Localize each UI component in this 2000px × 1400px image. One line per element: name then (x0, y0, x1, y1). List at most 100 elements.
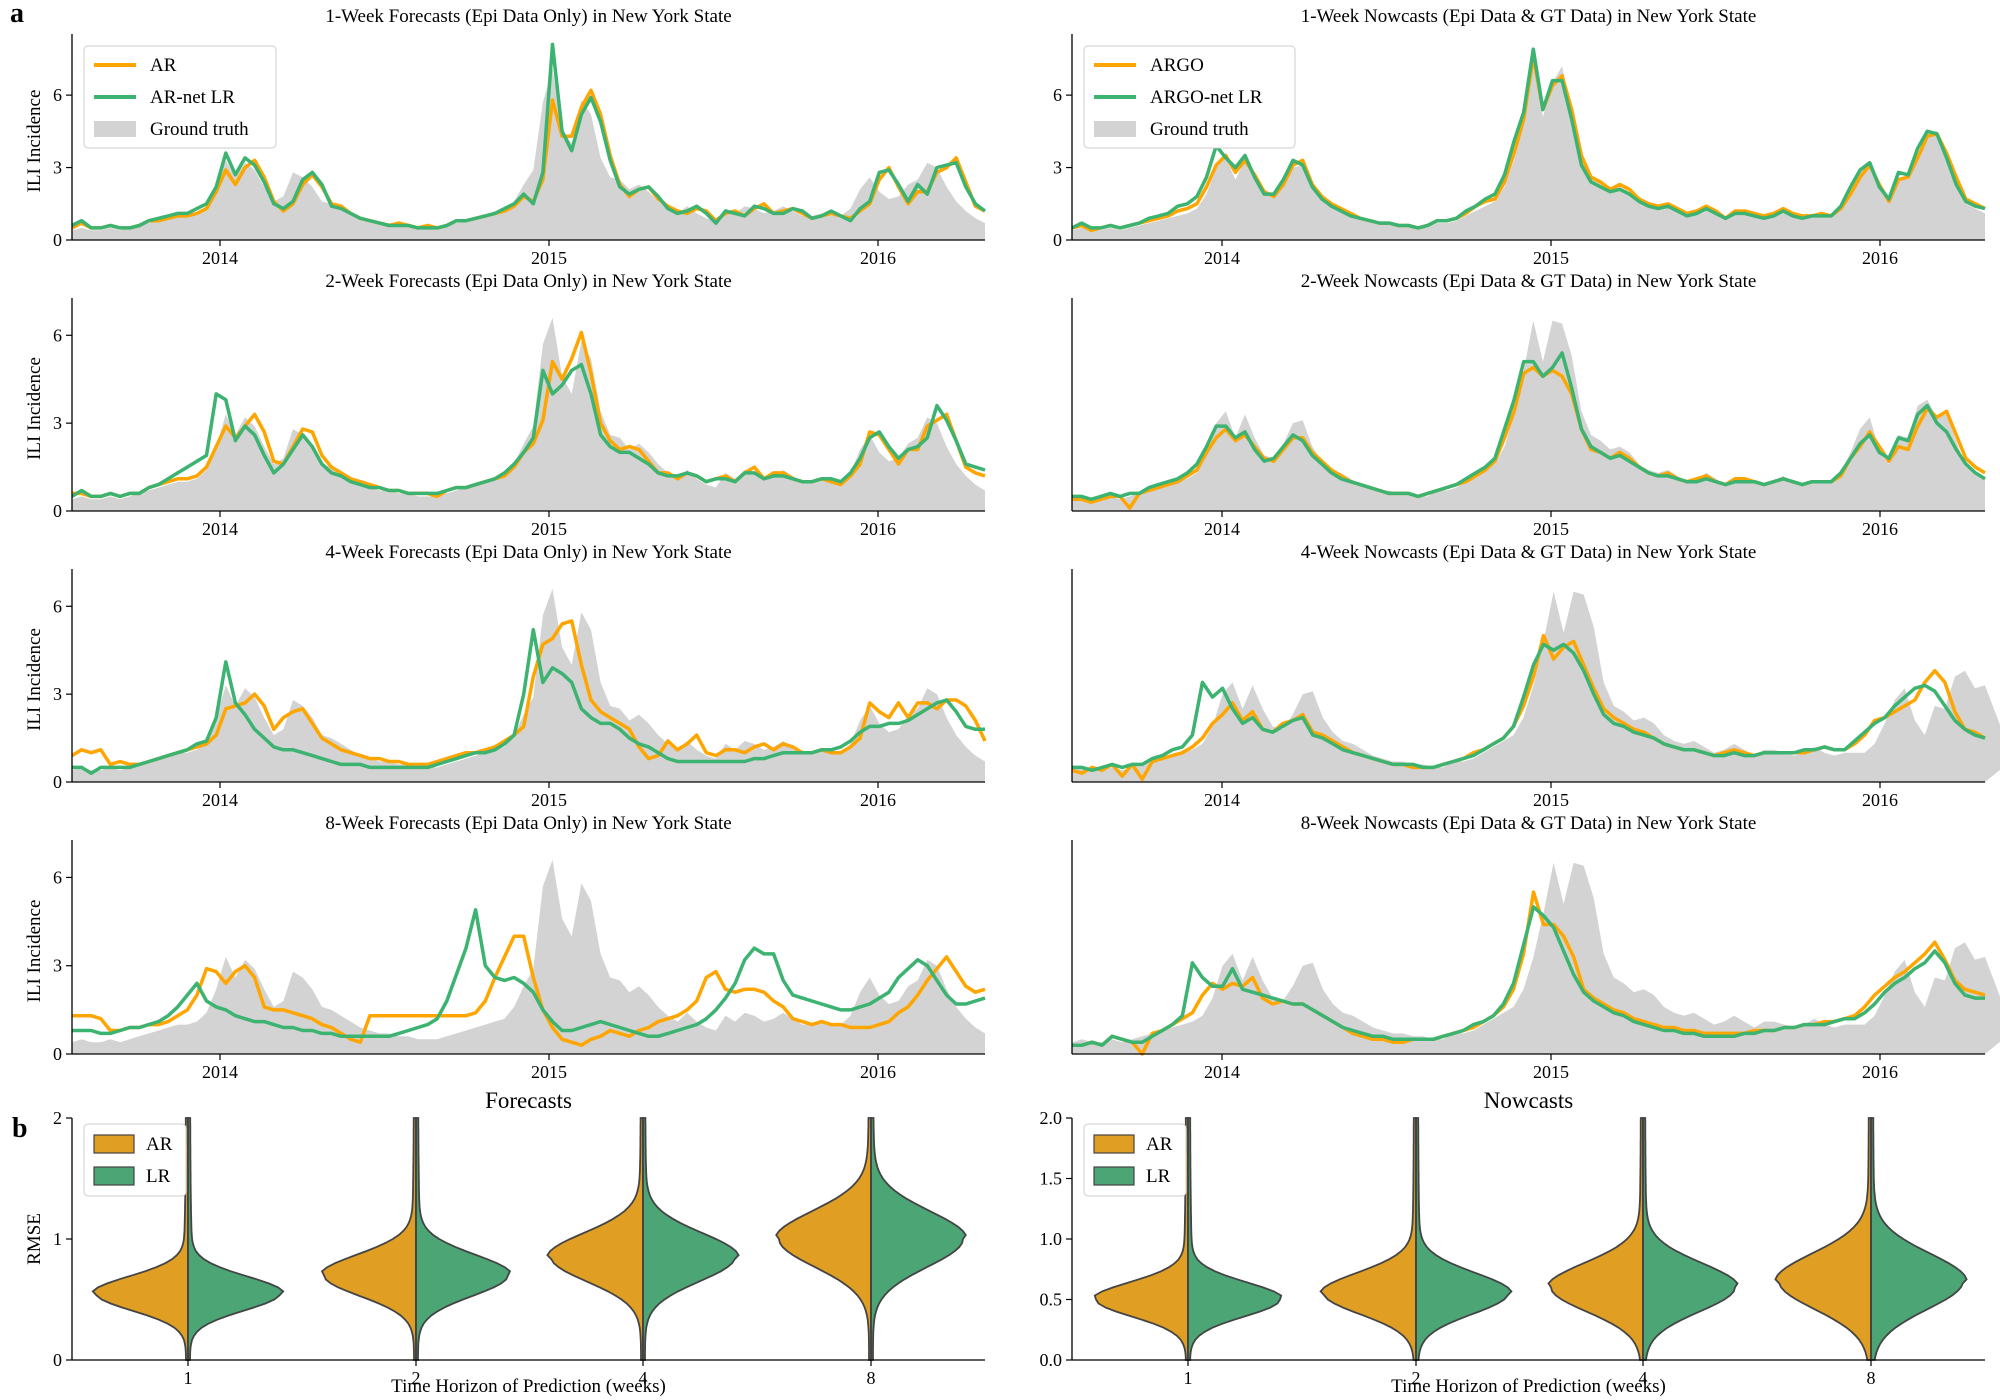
ground-truth-area (72, 68, 985, 240)
x-tick-label: 4 (639, 1368, 648, 1388)
legend-swatch (93, 1166, 135, 1186)
y-tick-label: 3 (53, 956, 62, 976)
x-tick-label: 2015 (531, 790, 567, 810)
panel-title: 2-Week Nowcasts (Epi Data & GT Data) in … (1301, 271, 1757, 292)
y-tick-label: 6 (1053, 85, 1062, 105)
y-tick-label: 2 (53, 1108, 62, 1128)
violin-half-lr (870, 1117, 967, 1361)
violin-half-lr (1642, 1117, 1739, 1361)
x-tick-label: 2015 (531, 248, 567, 268)
x-tick-label: 2016 (860, 519, 896, 539)
legend-entry: ARGO-net LR (1150, 87, 1263, 108)
x-tick-label: 2014 (1204, 248, 1240, 268)
y-tick-label: 2.0 (1040, 1108, 1063, 1128)
section-label: Nowcasts (1484, 1088, 1573, 1113)
legend-entry: AR-net LR (150, 87, 235, 108)
y-tick-label: 1.0 (1040, 1229, 1063, 1249)
series-line-orange (71, 619, 987, 767)
panel-3-forecast: 4-Week Forecasts (Epi Data Only) in New … (24, 542, 987, 810)
series-line-green (72, 908, 986, 1039)
y-tick-label: 0 (53, 1044, 62, 1064)
y-axis-label: ILI Incidence (24, 900, 45, 1003)
x-tick-label: 2 (1412, 1368, 1421, 1388)
series-line-green (72, 627, 985, 775)
x-tick-label: 2014 (202, 248, 238, 268)
panel-4-nowcast: 8-Week Nowcasts (Epi Data & GT Data) in … (1071, 813, 2000, 1113)
panel-2-forecast: 2-Week Forecasts (Epi Data Only) in New … (24, 271, 986, 539)
x-tick-label: 2015 (1533, 1062, 1569, 1082)
x-tick-label: 2015 (1533, 248, 1569, 268)
panel-title: 1-Week Nowcasts (Epi Data & GT Data) in … (1301, 6, 1757, 27)
series-line-green (71, 362, 986, 499)
legend-swatch (93, 1134, 135, 1154)
series-line-orange (72, 934, 986, 1047)
panel-1-forecast: 1-Week Forecasts (Epi Data Only) in New … (24, 6, 987, 268)
legend-entry: AR (1146, 1134, 1173, 1155)
y-axis-label: ILI Incidence (24, 357, 45, 460)
x-tick-label: 2014 (1204, 790, 1240, 810)
y-tick-label: 0.0 (1040, 1350, 1063, 1370)
violin-half-ar (1319, 1117, 1417, 1361)
x-axis-label: Time Horizon of Prediction (weeks) (391, 1376, 666, 1397)
x-tick-label: 1 (1184, 1368, 1193, 1388)
panel-4-forecast: 8-Week Forecasts (Epi Data Only) in New … (24, 813, 986, 1113)
violin-half-ar (1774, 1117, 1872, 1361)
x-tick-label: 2014 (202, 1062, 238, 1082)
ground-truth-area (1072, 591, 2000, 782)
x-tick-label: 2 (412, 1368, 421, 1388)
y-tick-label: 0.5 (1040, 1290, 1063, 1310)
legend-entry: Ground truth (150, 119, 249, 140)
x-tick-label: 2014 (1204, 1062, 1240, 1082)
y-tick-label: 3 (53, 413, 62, 433)
panel-title: 8-Week Forecasts (Epi Data Only) in New … (325, 813, 731, 834)
ground-truth-area (72, 317, 985, 511)
y-tick-label: 3 (53, 158, 62, 178)
y-tick-label: 1.5 (1040, 1169, 1063, 1189)
violin-half-ar (1547, 1117, 1644, 1361)
ground-truth-area (72, 588, 985, 782)
violin-panel-nowcast: 1 2 4 8 0.0 0.5 1.0 1.5 2.0 Time Horizon of Predi… (1040, 1108, 1985, 1397)
y-tick-label: 3 (53, 684, 62, 704)
panel-label-a: a (10, 0, 24, 29)
violin-half-lr (1870, 1117, 1968, 1361)
legend-entry: AR (146, 1134, 173, 1155)
x-tick-label: 2016 (1862, 519, 1898, 539)
series-line-green (1072, 351, 1986, 502)
section-label: Forecasts (485, 1088, 572, 1113)
legend-swatch (1094, 121, 1136, 137)
x-tick-label: 2015 (531, 519, 567, 539)
legend-swatch (94, 121, 136, 137)
violin-half-ar (775, 1117, 872, 1361)
x-tick-label: 2016 (860, 790, 896, 810)
panel-title: 1-Week Forecasts (Epi Data Only) in New … (325, 6, 731, 27)
violin-half-ar (546, 1117, 644, 1361)
y-tick-label: 1 (53, 1229, 62, 1249)
y-axis-label: ILI Incidence (24, 90, 45, 193)
legend-swatch (1093, 1166, 1135, 1186)
x-tick-label: 2016 (860, 1062, 896, 1082)
panel-2-nowcast: 2-Week Nowcasts (Epi Data & GT Data) in … (1071, 271, 1986, 539)
legend-box (1083, 45, 1296, 149)
violin-half-ar (320, 1117, 417, 1361)
x-axis-label: Time Horizon of Prediction (weeks) (1391, 1376, 1666, 1397)
panel-3-nowcast: 4-Week Nowcasts (Epi Data & GT Data) in … (1071, 542, 2000, 810)
x-tick-label: 2014 (1204, 519, 1240, 539)
y-tick-label: 0 (53, 772, 62, 792)
y-tick-label: 0 (53, 1350, 62, 1370)
panel-title: 2-Week Forecasts (Epi Data Only) in New … (325, 271, 731, 292)
series-line-green (1071, 47, 1986, 230)
x-tick-label: 2015 (1533, 519, 1569, 539)
legend-entry: ARGO (1150, 55, 1204, 76)
y-tick-label: 3 (1053, 158, 1062, 178)
series-line-green (1072, 642, 1986, 773)
x-tick-label: 2016 (1862, 1062, 1898, 1082)
x-tick-label: 2014 (202, 519, 238, 539)
series-line-green (1072, 905, 1985, 1047)
x-tick-label: 2015 (531, 1062, 567, 1082)
y-tick-label: 6 (53, 325, 62, 345)
legend-entry: LR (1146, 1166, 1171, 1187)
y-tick-label: 0 (53, 501, 62, 521)
y-axis-label: ILI Incidence (24, 628, 45, 731)
violin-half-lr (1187, 1117, 1283, 1361)
